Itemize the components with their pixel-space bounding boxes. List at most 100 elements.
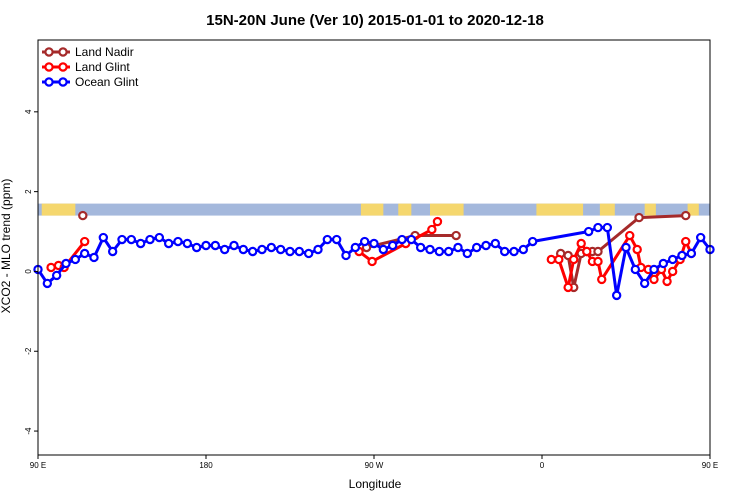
- x-tick-label: 0: [540, 461, 545, 470]
- data-point: [219, 244, 230, 255]
- data-point: [593, 222, 603, 233]
- y-tick-label: -2: [24, 347, 33, 355]
- data-point: [229, 240, 239, 251]
- data-point: [247, 246, 258, 257]
- data-point: [518, 244, 529, 255]
- x-tick-label: 90 E: [30, 461, 46, 470]
- data-point: [359, 236, 370, 247]
- data-point: [611, 290, 622, 301]
- legend-marker: [44, 47, 54, 57]
- land-band: [687, 203, 699, 216]
- data-point: [191, 242, 202, 253]
- data-point: [632, 244, 642, 255]
- data-point: [625, 230, 635, 241]
- data-point: [462, 248, 473, 259]
- chart-title: 15N-20N June (Ver 10) 2015-01-01 to 2020…: [206, 12, 544, 29]
- data-point: [154, 232, 165, 243]
- data-point: [117, 234, 127, 245]
- data-point: [107, 246, 118, 257]
- x-axis: 90 E 180 90 W 0 90 E: [30, 455, 718, 470]
- legend-marker: [58, 62, 68, 72]
- series-line-segment: [572, 253, 583, 288]
- series-line-segment: [566, 259, 576, 288]
- data-point: [563, 282, 573, 293]
- data-point: [554, 254, 564, 265]
- data-point: [378, 244, 389, 255]
- data-point: [569, 254, 579, 265]
- data-point: [649, 274, 659, 285]
- data-point: [238, 244, 249, 255]
- data-point: [367, 256, 377, 267]
- data-point: [70, 254, 81, 265]
- series-line-segment: [615, 247, 628, 296]
- data-point: [593, 256, 603, 267]
- data-point: [451, 230, 461, 241]
- legend-marker: [44, 77, 54, 87]
- data-point: [145, 234, 155, 245]
- data-point: [681, 236, 691, 247]
- data-point: [649, 264, 659, 275]
- y-tick-label: 4: [24, 109, 33, 114]
- y-axis: -4 -2 0 2 4: [24, 109, 38, 435]
- land-band: [430, 203, 464, 216]
- series-ocean-glint: [33, 222, 715, 301]
- data-point: [406, 234, 417, 245]
- legend-label: Land Glint: [75, 60, 130, 74]
- data-point: [583, 226, 594, 237]
- data-point: [453, 242, 463, 253]
- data-point: [89, 252, 99, 263]
- data-point: [79, 236, 90, 247]
- data-point: [527, 236, 538, 247]
- legend-marker: [58, 47, 68, 57]
- data-point: [294, 246, 305, 257]
- legend-marker: [44, 62, 54, 72]
- data-point: [313, 244, 323, 255]
- y-tick-label: 0: [24, 269, 33, 274]
- data-point: [639, 278, 650, 289]
- series-line-segment: [597, 216, 641, 253]
- legend-label: Ocean Glint: [75, 75, 139, 89]
- data-point: [78, 210, 88, 221]
- data-point: [341, 250, 351, 261]
- legend-item: Land Nadir: [42, 45, 134, 59]
- data-point: [173, 236, 183, 247]
- data-point: [681, 210, 691, 221]
- data-point: [182, 238, 193, 249]
- data-point: [275, 244, 286, 255]
- series-line-segment: [605, 227, 619, 296]
- data-point: [695, 232, 706, 243]
- data-point: [425, 244, 435, 255]
- y-tick-label: -4: [24, 427, 33, 435]
- data-point: [471, 242, 482, 253]
- y-tick-label: 2: [24, 189, 33, 194]
- land-band: [398, 203, 412, 216]
- data-point: [686, 248, 697, 259]
- data-point: [397, 234, 407, 245]
- data-point: [427, 224, 437, 235]
- data-point: [61, 258, 71, 269]
- data-point: [634, 212, 644, 223]
- data-point: [266, 242, 277, 253]
- data-point: [303, 248, 314, 259]
- data-point: [443, 246, 454, 257]
- data-point: [432, 216, 443, 227]
- data-point: [509, 246, 519, 257]
- data-point: [602, 222, 613, 233]
- land-band: [599, 203, 615, 216]
- data-point: [481, 240, 491, 251]
- legend-item: Land Glint: [42, 60, 130, 74]
- legend-marker: [58, 77, 68, 87]
- data-point: [546, 254, 557, 265]
- land-ocean-strip: [38, 203, 710, 216]
- data-point: [135, 238, 146, 249]
- data-point: [576, 238, 586, 249]
- land-band: [644, 203, 656, 216]
- data-point: [582, 246, 592, 257]
- data-point: [434, 246, 445, 257]
- land-band: [360, 203, 384, 216]
- data-point: [621, 242, 631, 253]
- data-point: [210, 240, 221, 251]
- data-point: [387, 240, 398, 251]
- data-point: [126, 234, 137, 245]
